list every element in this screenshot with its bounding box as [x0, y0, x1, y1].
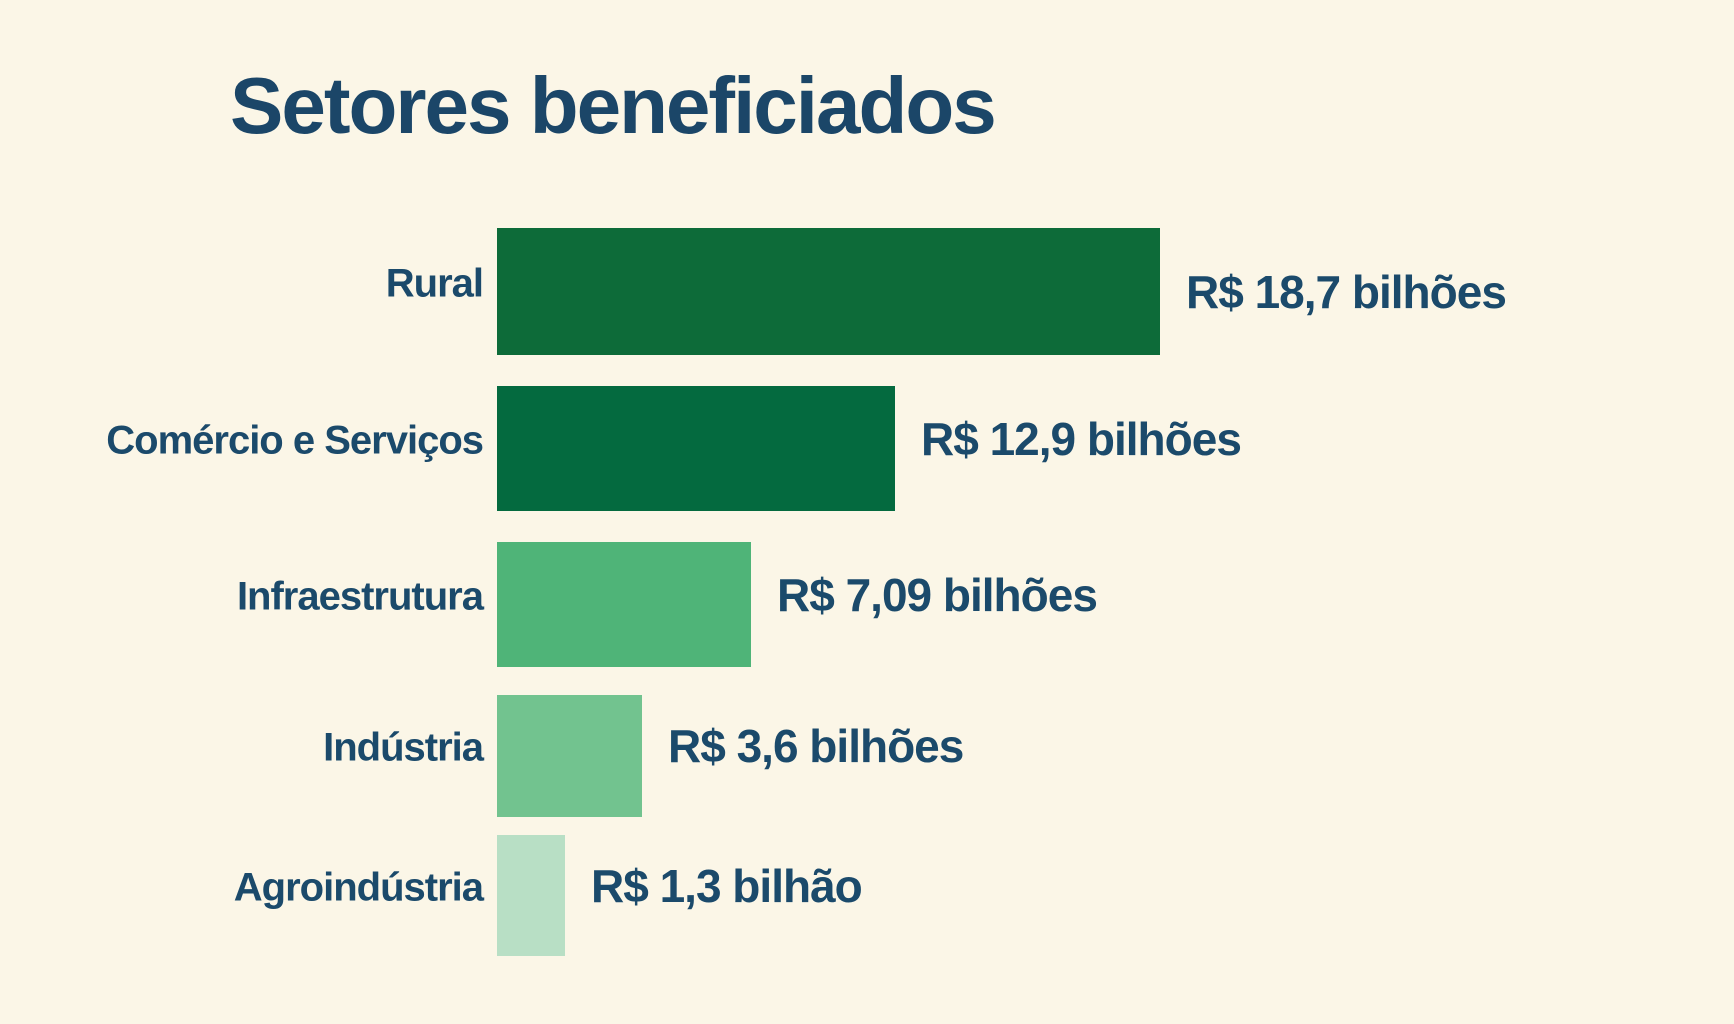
- bar-row: Agroindústria R$ 1,3 bilhão: [0, 835, 1734, 956]
- bar-row: Comércio e Serviços R$ 12,9 bilhões: [0, 386, 1734, 511]
- category-label: Infraestrutura: [236, 574, 484, 618]
- category-label: Indústria: [323, 725, 484, 770]
- bar-row: Infraestrutura R$ 7,09 bilhões: [0, 542, 1734, 667]
- bar-infraestrutura: [497, 542, 751, 667]
- bar-ind-stria: [497, 695, 642, 817]
- category-label: Agroindústria: [233, 865, 484, 909]
- value-label: R$ 1,3 bilhão: [591, 859, 863, 912]
- category-label: Comércio e Serviços: [106, 418, 484, 462]
- bar-agroind-stria: [497, 835, 565, 956]
- chart-title: Setores beneficiados: [230, 61, 997, 150]
- value-label: R$ 7,09 bilhões: [777, 568, 1098, 621]
- bar-row: Rural R$ 18,7 bilhões: [0, 228, 1734, 355]
- value-label: R$ 3,6 bilhões: [668, 720, 964, 772]
- bar-com-rcio-e-servi-os: [497, 386, 895, 511]
- bar-row: Indústria R$ 3,6 bilhões: [0, 695, 1734, 817]
- bar-rural: [497, 228, 1160, 355]
- category-label: Rural: [385, 261, 484, 305]
- value-label: R$ 12,9 bilhões: [921, 412, 1242, 465]
- value-label: R$ 18,7 bilhões: [1186, 265, 1507, 318]
